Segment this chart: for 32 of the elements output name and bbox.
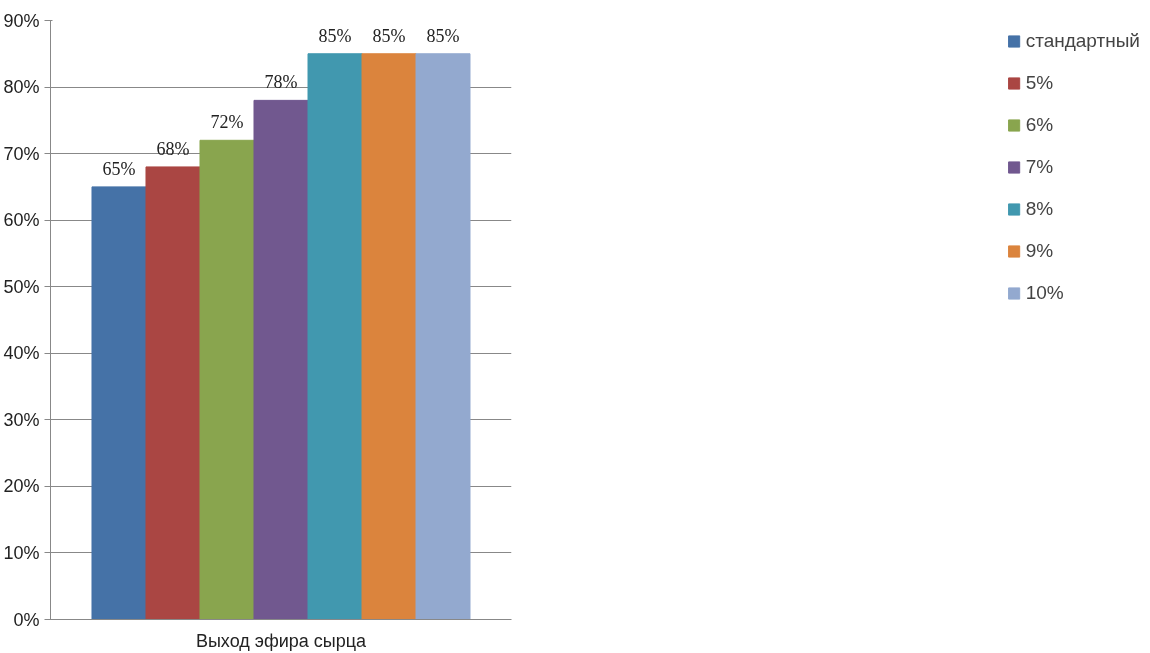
y-tick-label: 70% [3, 143, 40, 164]
legend-label: стандартный [1025, 30, 1140, 52]
legend-label: 5% [1025, 72, 1054, 94]
legend-label: 6% [1025, 114, 1054, 136]
bar [415, 53, 471, 620]
y-tick-label: 20% [3, 476, 40, 497]
data-label: 78% [264, 72, 298, 93]
legend-label: 8% [1025, 198, 1054, 220]
legend-label: 9% [1025, 240, 1054, 262]
y-tick-label: 40% [3, 343, 40, 364]
bar [199, 139, 255, 620]
data-label: 72% [210, 112, 244, 133]
y-tick-label: 50% [3, 276, 40, 297]
legend-label: 10% [1025, 282, 1064, 304]
x-tick-label: Выход эфира сырца [195, 630, 368, 651]
y-tick-label: 90% [3, 10, 40, 31]
data-label: 65% [102, 158, 136, 179]
data-label: 85% [372, 25, 406, 46]
y-tick-label: 80% [3, 77, 40, 98]
data-label: 85% [426, 25, 460, 46]
data-label: 68% [156, 138, 190, 159]
y-tick-label: 10% [3, 542, 40, 563]
bar [361, 53, 417, 620]
bar [145, 166, 201, 620]
y-tick-label: 60% [3, 210, 40, 231]
y-tick-label: 30% [3, 409, 40, 430]
bar [307, 53, 363, 620]
data-label: 85% [318, 25, 352, 46]
y-tick-label: 0% [13, 609, 40, 630]
bar [91, 186, 147, 620]
bar [253, 99, 309, 620]
legend-label: 7% [1025, 156, 1054, 178]
